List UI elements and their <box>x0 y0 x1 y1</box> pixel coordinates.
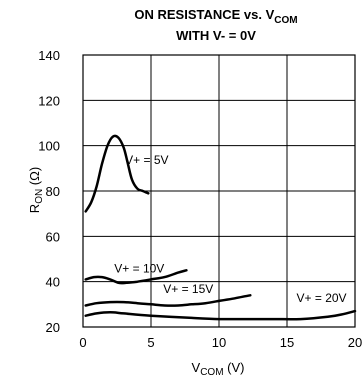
series-label-v-15v: V+ = 15V <box>163 282 213 296</box>
plot-frame <box>82 54 356 328</box>
x-tick-label: 15 <box>280 335 294 350</box>
y-axis-label-unit: (Ω) <box>27 167 42 189</box>
chart-title-line1: ON RESISTANCE vs. VCOM <box>134 7 297 26</box>
y-tick-label: 40 <box>46 275 60 290</box>
y-tick-label: 100 <box>38 139 60 154</box>
y-tick-label: 20 <box>46 320 60 335</box>
curve-layer <box>84 134 357 321</box>
series-label-layer: V+ = 5V V+ = 10V V+ = 15V V+ = 20V <box>114 153 346 305</box>
x-tick-label: 20 <box>348 335 362 350</box>
x-tick-label: 5 <box>147 335 154 350</box>
series-label-v-5v: V+ = 5V <box>125 153 168 167</box>
chart-title-line2: WITH V- = 0V <box>176 28 256 43</box>
series-curve-v-15v <box>84 294 252 307</box>
series-label-v-10v: V+ = 10V <box>114 262 164 276</box>
y-tick-label: 60 <box>46 229 60 244</box>
y-tick-label: 140 <box>38 48 60 63</box>
x-axis-label-main: V <box>192 360 201 375</box>
series-curve-v-10v <box>84 269 188 285</box>
series-label-v-20v: V+ = 20V <box>297 291 347 305</box>
series-curve-v-5v <box>84 134 150 213</box>
x-axis-label-unit: (V) <box>224 360 245 375</box>
series-curve-v-20v <box>84 309 357 321</box>
x-axis-label-subscript: COM <box>200 367 223 378</box>
y-axis-label-subscript: ON <box>34 189 45 204</box>
chart-title-subscript: COM <box>274 15 297 26</box>
tick-label-layer: 0 5 10 15 20 20 40 60 80 100 120 140 <box>38 48 362 350</box>
x-axis-label: VCOM (V) <box>192 360 245 378</box>
x-tick-label: 10 <box>212 335 226 350</box>
y-tick-label: 120 <box>38 93 60 108</box>
y-axis-label-main: R <box>27 204 42 213</box>
y-tick-label: 80 <box>46 184 60 199</box>
x-tick-label: 0 <box>79 335 86 350</box>
chart-title-main: ON RESISTANCE vs. V <box>134 7 274 22</box>
grid-layer <box>83 55 355 327</box>
y-axis-label: RON (Ω) <box>27 167 45 213</box>
